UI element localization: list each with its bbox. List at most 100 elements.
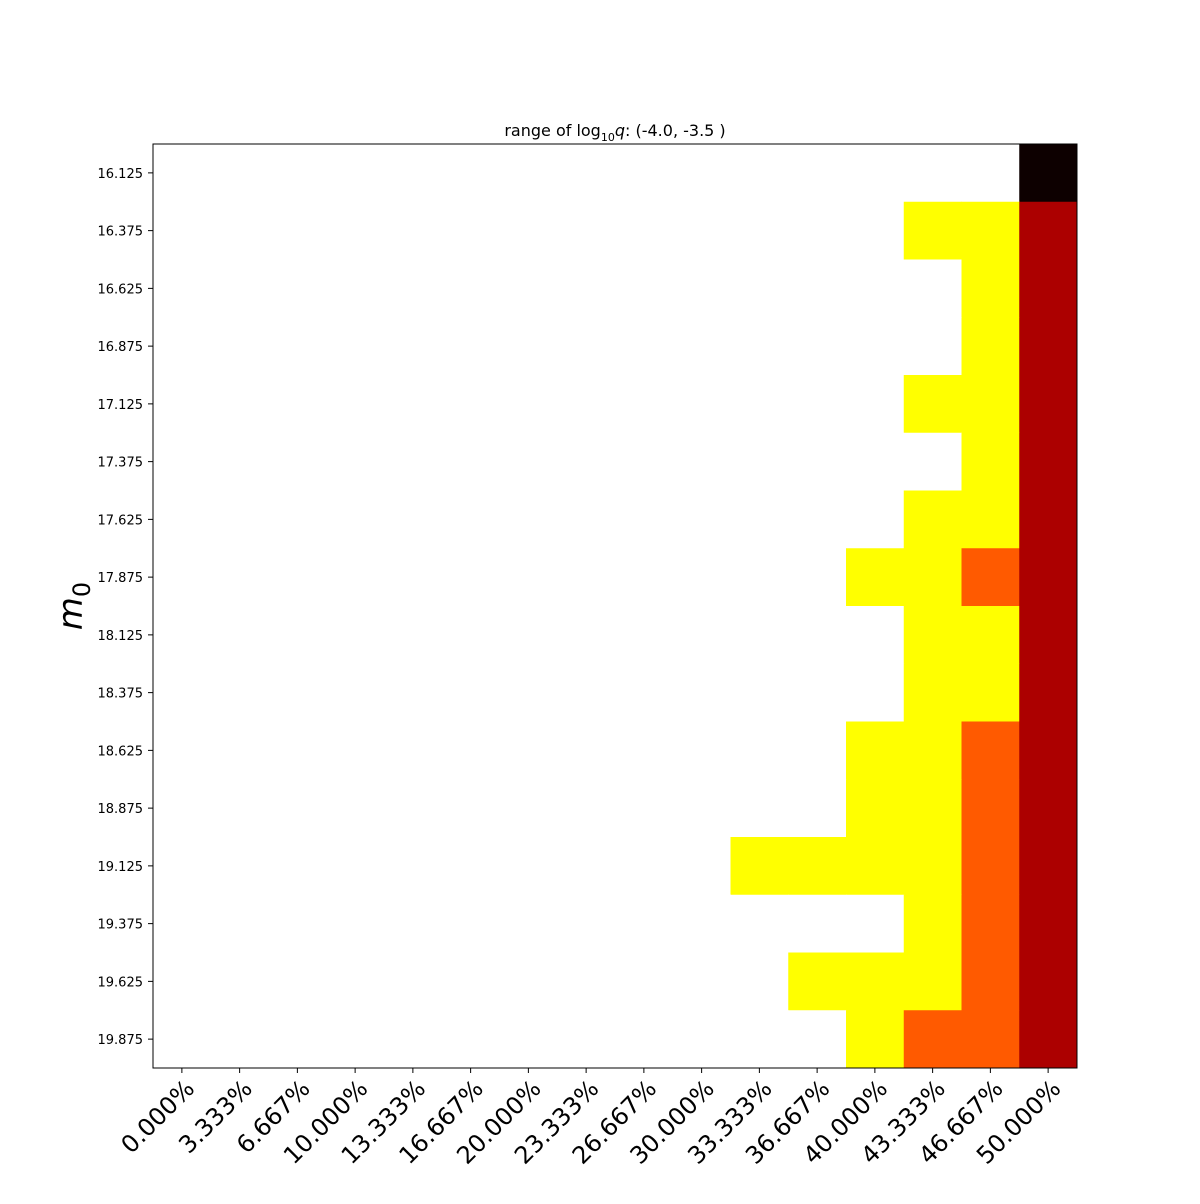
heatmap-cell — [499, 548, 558, 607]
heatmap-cell — [961, 779, 1020, 838]
heatmap-cell — [846, 721, 905, 780]
heatmap-cell — [441, 259, 500, 318]
heatmap-cell — [1019, 779, 1078, 838]
heatmap-cell — [153, 837, 212, 896]
heatmap-cell — [846, 837, 905, 896]
heatmap-cell — [326, 1010, 385, 1069]
heatmap-cell — [153, 259, 212, 318]
heatmap-cell — [615, 1010, 674, 1069]
y-tick-label: 18.125 — [98, 629, 144, 644]
heatmap-cell — [557, 548, 616, 607]
heatmap-cell — [672, 317, 731, 376]
heatmap-cell — [499, 144, 558, 203]
heatmap-cell — [788, 606, 847, 665]
heatmap-cell — [788, 317, 847, 376]
heatmap-cell — [499, 606, 558, 665]
heatmap-cell — [268, 548, 327, 607]
heatmap-cell — [1019, 317, 1078, 376]
heatmap-cell — [557, 721, 616, 780]
y-tick-label: 16.375 — [98, 225, 144, 240]
heatmap-cell — [384, 548, 443, 607]
heatmap-cell — [615, 779, 674, 838]
heatmap-cell — [384, 490, 443, 549]
heatmap-cell — [384, 1010, 443, 1069]
heatmap-cell — [615, 606, 674, 665]
heatmap-cell — [557, 606, 616, 665]
y-tick-label: 16.125 — [98, 167, 144, 182]
heatmap-cell — [730, 952, 789, 1011]
y-tick-label: 17.625 — [98, 513, 144, 528]
heatmap-cell — [846, 1010, 905, 1069]
heatmap-cell — [441, 1010, 500, 1069]
heatmap-cell — [210, 894, 269, 953]
heatmap-cell — [153, 779, 212, 838]
heatmap-cell — [672, 663, 731, 722]
heatmap-cell — [730, 779, 789, 838]
heatmap-cell — [961, 548, 1020, 607]
plot-frame — [152, 143, 1078, 1069]
y-tick-label: 16.875 — [98, 340, 144, 355]
heatmap-cell — [153, 894, 212, 953]
heatmap-cell — [1019, 894, 1078, 953]
heatmap-cell — [846, 317, 905, 376]
y-tick-label: 17.125 — [98, 398, 144, 413]
heatmap-cell — [384, 432, 443, 491]
y-tick-label: 18.375 — [98, 687, 144, 702]
heatmap-cell — [153, 490, 212, 549]
heatmap-cell — [384, 894, 443, 953]
heatmap-cell — [788, 375, 847, 434]
heatmap-cell — [268, 317, 327, 376]
heatmap-cell — [441, 317, 500, 376]
heatmap-cell — [788, 1010, 847, 1069]
heatmap-cell — [557, 779, 616, 838]
heatmap-cell — [384, 259, 443, 318]
heatmap-cell — [730, 548, 789, 607]
chart-title: range of log10q: (-4.0, -3.5 ) — [504, 121, 725, 144]
heatmap-cell — [961, 317, 1020, 376]
heatmap-cell — [326, 548, 385, 607]
heatmap-cell — [326, 201, 385, 260]
heatmap-cell — [961, 259, 1020, 318]
heatmap-cell — [499, 259, 558, 318]
heatmap-cell — [326, 606, 385, 665]
heatmap-cell — [961, 201, 1020, 260]
heatmap-cell — [1019, 952, 1078, 1011]
heatmap-cell — [210, 201, 269, 260]
heatmap-cell — [615, 894, 674, 953]
heatmap-cell — [153, 663, 212, 722]
heatmap-cell — [210, 432, 269, 491]
heatmap-cell — [326, 375, 385, 434]
heatmap-cell — [210, 721, 269, 780]
heatmap-cell — [557, 952, 616, 1011]
heatmap-cell — [672, 721, 731, 780]
heatmap-cell — [441, 663, 500, 722]
heatmap-cell — [557, 317, 616, 376]
heatmap-cell — [615, 201, 674, 260]
heatmap-cell — [326, 837, 385, 896]
heatmap-cell — [1019, 490, 1078, 549]
heatmap-cell — [788, 779, 847, 838]
heatmap-cell — [499, 317, 558, 376]
heatmap-cell — [441, 952, 500, 1011]
heatmap-cell — [846, 432, 905, 491]
heatmap-cell — [672, 432, 731, 491]
heatmap-cell — [730, 201, 789, 260]
heatmap-cell — [268, 663, 327, 722]
heatmap-cell — [268, 894, 327, 953]
heatmap-cell — [1019, 201, 1078, 260]
heatmap-cell — [210, 490, 269, 549]
heatmap-cell — [846, 548, 905, 607]
heatmap-cell — [788, 490, 847, 549]
heatmap-cell — [441, 144, 500, 203]
heatmap-cell — [961, 144, 1020, 203]
heatmap-cell — [903, 837, 962, 896]
heatmap-cell — [499, 375, 558, 434]
heatmap-cell — [441, 548, 500, 607]
heatmap-cell — [268, 490, 327, 549]
heatmap-cell — [326, 779, 385, 838]
heatmap-cell — [441, 490, 500, 549]
heatmap-cell — [903, 1010, 962, 1069]
heatmap-cell — [499, 432, 558, 491]
heatmap-cell — [730, 837, 789, 896]
heatmap-cell — [326, 317, 385, 376]
